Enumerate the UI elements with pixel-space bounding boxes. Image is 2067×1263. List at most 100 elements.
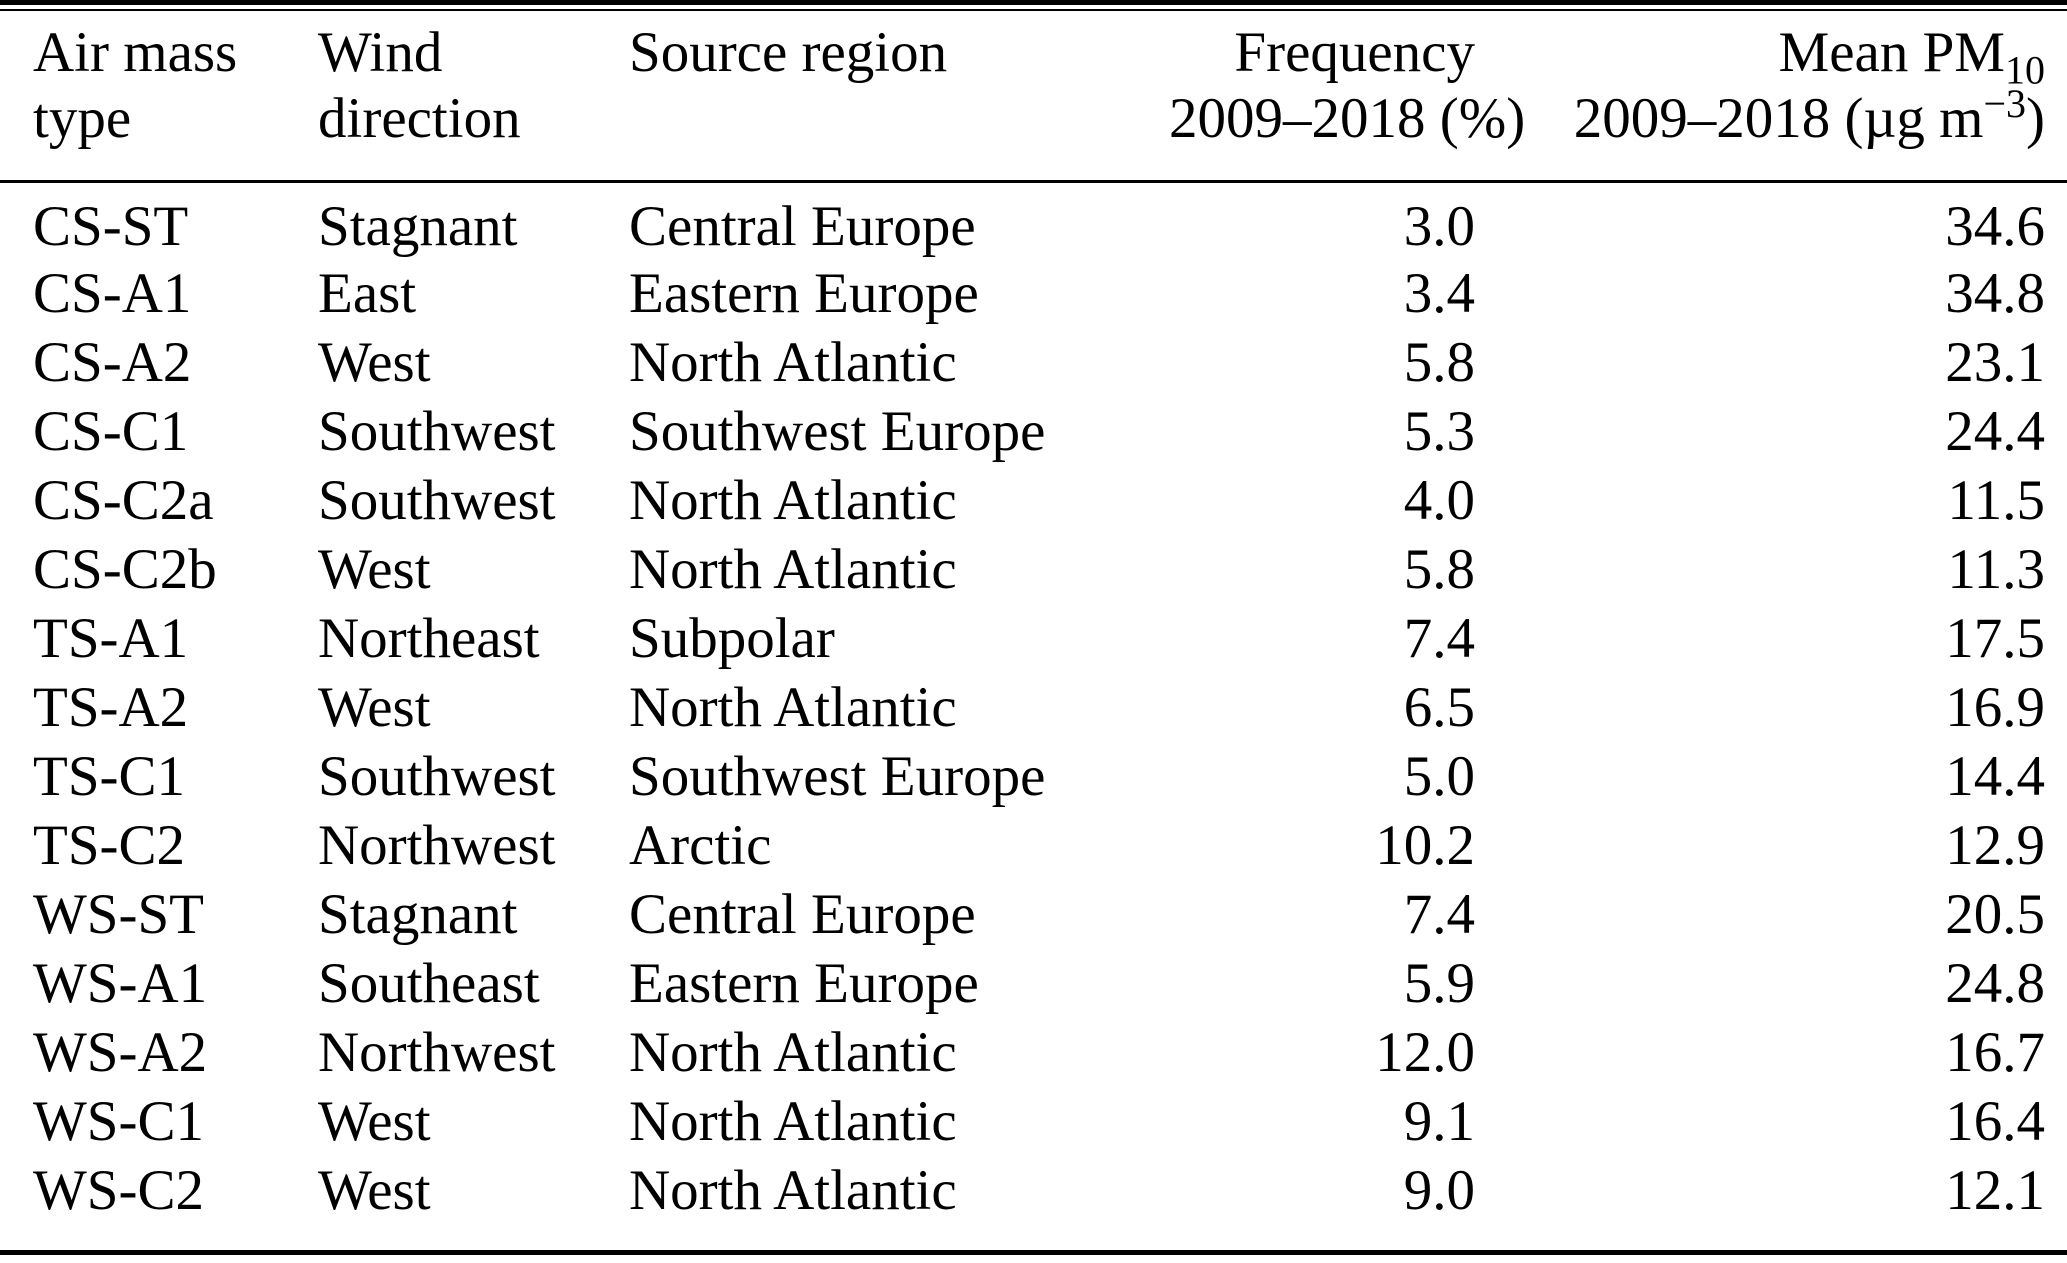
table-row: CS-A2 West North Atlantic 5.8 23.1 (0, 328, 2067, 397)
cell-source-region: North Atlantic (629, 331, 957, 394)
cell-air-mass-type: CS-C2a (33, 469, 214, 532)
cell-source-region: North Atlantic (629, 1021, 957, 1084)
table-row: CS-C1 Southwest Southwest Europe 5.3 24.… (0, 397, 2067, 466)
cell-wind-direction: Southwest (318, 469, 556, 532)
air-mass-table: Air mass type Wind direction Source regi… (0, 0, 2067, 1225)
cell-air-mass-type: TS-C2 (33, 814, 186, 877)
cell-mean-pm10: 24.8 (1945, 952, 2045, 1015)
cell-wind-direction: Stagnant (318, 195, 518, 258)
header-line: type (33, 87, 132, 150)
header-mean-pm10: Mean PM10 2009–2018 (µg m−3) (1475, 0, 2067, 180)
header-line: Mean PM10 (1475, 20, 2045, 90)
cell-mean-pm10: 16.4 (1945, 1090, 2045, 1153)
table-row: WS-C1 West North Atlantic 9.1 16.4 (0, 1087, 2067, 1156)
cell-frequency: 12.0 (1375, 1021, 1475, 1084)
cell-wind-direction: West (318, 331, 431, 394)
table-row: TS-A2 West North Atlantic 6.5 16.9 (0, 673, 2067, 742)
cell-mean-pm10: 12.1 (1945, 1159, 2045, 1222)
cell-frequency: 5.8 (1403, 331, 1475, 394)
cell-wind-direction: Southwest (318, 745, 556, 808)
cell-wind-direction: West (318, 538, 431, 601)
table-row: TS-A1 Northeast Subpolar 7.4 17.5 (0, 604, 2067, 673)
cell-frequency: 5.9 (1403, 952, 1475, 1015)
header-pm-units-suffix: ) (2026, 87, 2045, 150)
cell-frequency: 5.3 (1403, 400, 1475, 463)
cell-air-mass-type: TS-A1 (33, 607, 189, 670)
cell-frequency: 6.5 (1403, 676, 1475, 739)
cell-frequency: 7.4 (1403, 883, 1475, 946)
header-separator-rule (0, 180, 2067, 183)
cell-frequency: 3.4 (1403, 262, 1475, 325)
cell-air-mass-type: WS-C1 (33, 1090, 204, 1153)
cell-air-mass-type: TS-C1 (33, 745, 186, 808)
cell-wind-direction: Northwest (318, 1021, 556, 1084)
table-row: TS-C1 Southwest Southwest Europe 5.0 14.… (0, 742, 2067, 811)
header-line: 2009–2018 (µg m−3) (1475, 84, 2045, 152)
cell-air-mass-type: TS-A2 (33, 676, 189, 739)
header-line: 2009–2018 (%) (1169, 87, 1526, 150)
cell-wind-direction: Stagnant (318, 883, 518, 946)
cell-mean-pm10: 11.3 (1947, 538, 2045, 601)
cell-mean-pm10: 24.4 (1945, 400, 2045, 463)
header-line: Air mass (33, 21, 238, 84)
cell-air-mass-type: WS-C2 (33, 1159, 204, 1222)
cell-mean-pm10: 34.6 (1945, 195, 2045, 258)
cell-frequency: 9.0 (1403, 1159, 1475, 1222)
cell-source-region: North Atlantic (629, 469, 957, 532)
cell-frequency: 5.0 (1403, 745, 1475, 808)
header-air-mass-type: Air mass type (0, 0, 318, 180)
header-line: Frequency (1234, 21, 1475, 84)
table-row: WS-A2 Northwest North Atlantic 12.0 16.7 (0, 1018, 2067, 1087)
cell-wind-direction: East (318, 262, 417, 325)
cell-frequency: 7.4 (1403, 607, 1475, 670)
cell-mean-pm10: 14.4 (1945, 745, 2045, 808)
table-row: CS-C2a Southwest North Atlantic 4.0 11.5 (0, 466, 2067, 535)
cell-wind-direction: West (318, 1159, 431, 1222)
cell-frequency: 10.2 (1375, 814, 1475, 877)
cell-mean-pm10: 11.5 (1947, 469, 2045, 532)
bottom-rule (0, 1250, 2067, 1255)
cell-mean-pm10: 17.5 (1945, 607, 2045, 670)
table-row: TS-C2 Northwest Arctic 10.2 12.9 (0, 811, 2067, 880)
cell-source-region: Eastern Europe (629, 952, 979, 1015)
cell-air-mass-type: WS-A2 (33, 1021, 208, 1084)
table-row: CS-C2b West North Atlantic 5.8 11.3 (0, 535, 2067, 604)
cell-source-region: North Atlantic (629, 1159, 957, 1222)
cell-source-region: North Atlantic (629, 538, 957, 601)
cell-wind-direction: Northeast (318, 607, 540, 670)
header-wind-direction: Wind direction (318, 0, 629, 180)
top-rule-thin (0, 9, 2067, 11)
header-line: Wind (318, 21, 443, 84)
cell-wind-direction: West (318, 676, 431, 739)
cell-source-region: Arctic (629, 814, 772, 877)
table-row: CS-ST Stagnant Central Europe 3.0 34.6 (0, 180, 2067, 259)
table-row: WS-A1 Southeast Eastern Europe 5.9 24.8 (0, 949, 2067, 1018)
cell-source-region: Southwest Europe (629, 400, 1046, 463)
cell-air-mass-type: WS-ST (33, 883, 204, 946)
cell-source-region: North Atlantic (629, 1090, 957, 1153)
cell-mean-pm10: 16.7 (1945, 1021, 2045, 1084)
cell-mean-pm10: 16.9 (1945, 676, 2045, 739)
cell-source-region: Subpolar (629, 607, 835, 670)
cell-frequency: 5.8 (1403, 538, 1475, 601)
cell-wind-direction: Southwest (318, 400, 556, 463)
table-row: CS-A1 East Eastern Europe 3.4 34.8 (0, 259, 2067, 328)
table-body: CS-ST Stagnant Central Europe 3.0 34.6 C… (0, 180, 2067, 1225)
cell-air-mass-type: CS-C1 (33, 400, 189, 463)
cell-source-region: Southwest Europe (629, 745, 1046, 808)
cell-mean-pm10: 12.9 (1945, 814, 2045, 877)
header-line: direction (318, 87, 521, 150)
cell-source-region: North Atlantic (629, 676, 957, 739)
cell-frequency: 4.0 (1403, 469, 1475, 532)
cell-wind-direction: West (318, 1090, 431, 1153)
cell-air-mass-type: WS-A1 (33, 952, 208, 1015)
cell-mean-pm10: 34.8 (1945, 262, 2045, 325)
cell-source-region: Eastern Europe (629, 262, 979, 325)
table-row: WS-ST Stagnant Central Europe 7.4 20.5 (0, 880, 2067, 949)
header-pm-prefix: Mean PM (1778, 21, 2005, 84)
exponent-superscript: −3 (1983, 81, 2027, 126)
cell-wind-direction: Southeast (318, 952, 540, 1015)
header-pm-units-prefix: 2009–2018 (µg m (1573, 87, 1984, 150)
cell-mean-pm10: 20.5 (1945, 883, 2045, 946)
